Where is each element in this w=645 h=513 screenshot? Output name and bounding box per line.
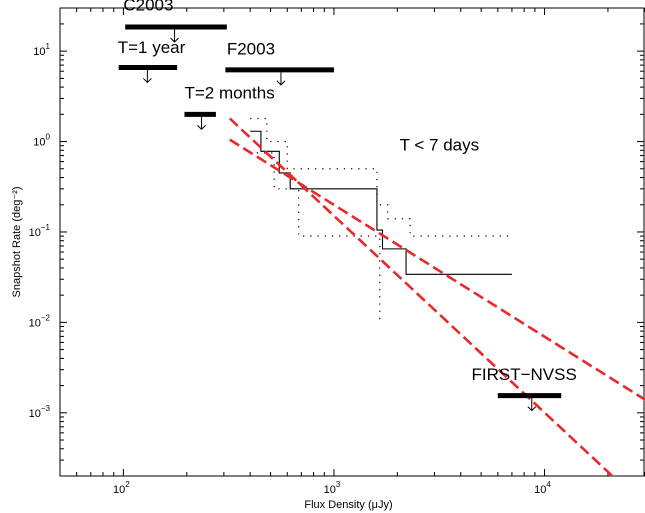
limit-arrowhead — [143, 78, 152, 84]
y-tick-label: 10−3 — [29, 404, 51, 420]
ticks: 102 103 104 10−3 10−2 10−1 100 101 — [29, 7, 645, 496]
y-axis-label: Snapshot Rate (deg⁻²) — [11, 187, 23, 298]
x-axis-label: Flux Density (μJy) — [304, 499, 392, 511]
annotations: T < 7 days — [400, 135, 480, 154]
limit-label: F2003 — [227, 39, 275, 58]
x-tick-label: 103 — [324, 480, 341, 496]
axis-labels: Flux Density (μJy) Snapshot Rate (deg⁻²) — [11, 187, 393, 511]
fit-line — [229, 138, 645, 401]
y-tick-label: 101 — [33, 42, 50, 58]
limit-arrowhead — [197, 124, 206, 131]
dotted-bands — [250, 117, 512, 323]
y-tick-label: 10−2 — [29, 313, 51, 329]
y-tick-label: 10−1 — [29, 223, 51, 239]
limit-label: C2003 — [123, 0, 173, 15]
annotation-text: T < 7 days — [400, 135, 480, 154]
upper-band — [250, 117, 512, 237]
histogram — [250, 130, 512, 275]
limit-label: FIRST−NVSS — [472, 365, 577, 384]
x-tick-label: 104 — [534, 480, 551, 496]
lower-band — [256, 152, 381, 323]
y-tick-label: 100 — [33, 133, 50, 149]
limit-label: T=1 year — [118, 38, 186, 57]
limit-arrowhead — [527, 406, 537, 412]
upper-limits: C2003 T=1 year F2003 T=2 months FIRST−NVSS — [118, 0, 577, 412]
rate-histogram — [250, 130, 512, 275]
plot-frame — [59, 7, 645, 477]
fit-lines — [228, 117, 645, 477]
fit-line — [228, 117, 614, 477]
limit-label: T=2 months — [184, 83, 274, 102]
x-tick-label: 102 — [113, 480, 130, 496]
limit-arrowhead — [276, 80, 286, 86]
limit-arrowhead — [170, 37, 179, 43]
